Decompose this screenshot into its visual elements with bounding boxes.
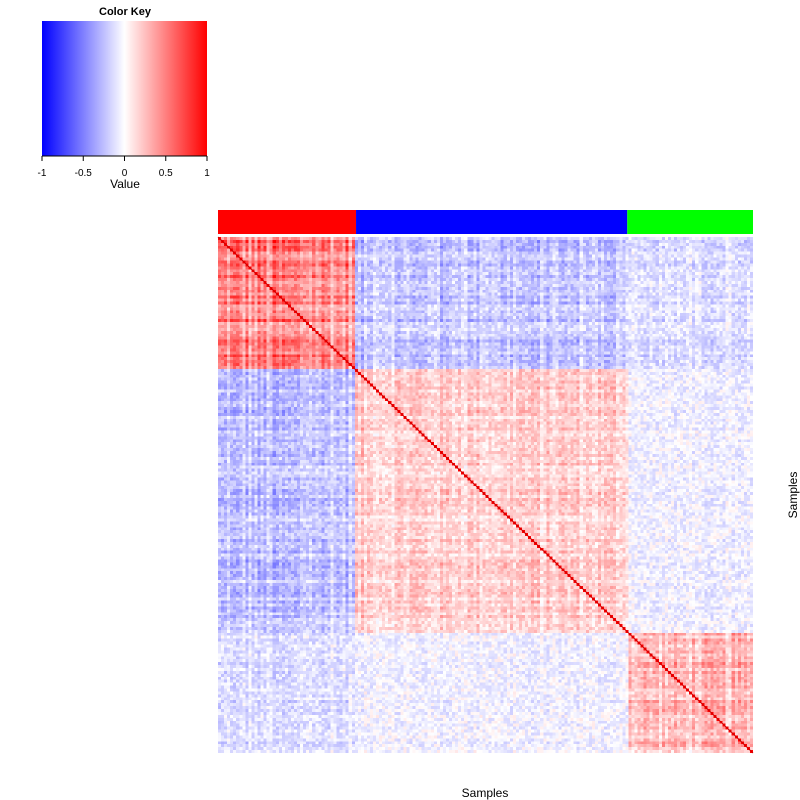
x-axis-label: Samples — [462, 786, 509, 800]
color-key-tick-label: -1 — [38, 168, 47, 179]
color-key-tick-label: 1 — [204, 168, 210, 179]
color-key-tick-label: -0.5 — [75, 168, 93, 179]
color-key-tick-label: 0.5 — [159, 168, 173, 179]
side-bar-group-green — [627, 210, 753, 234]
y-axis-label: Samples — [786, 472, 800, 519]
heatmap-diagonal — [217, 236, 754, 754]
color-key: Color Key -1 -0.5 0 0.5 1 Value — [38, 6, 211, 191]
color-key-gradient — [42, 21, 207, 156]
heatmap-body — [217, 236, 754, 754]
color-key-tick-label: 0 — [122, 168, 128, 179]
color-key-title: Color Key — [99, 6, 152, 18]
column-side-color-bar — [218, 210, 753, 234]
side-bar-group-red — [218, 210, 357, 234]
color-key-ticks: -1 -0.5 0 0.5 1 — [38, 156, 210, 179]
color-key-axis-label: Value — [110, 177, 140, 191]
side-bar-group-blue — [356, 210, 628, 234]
